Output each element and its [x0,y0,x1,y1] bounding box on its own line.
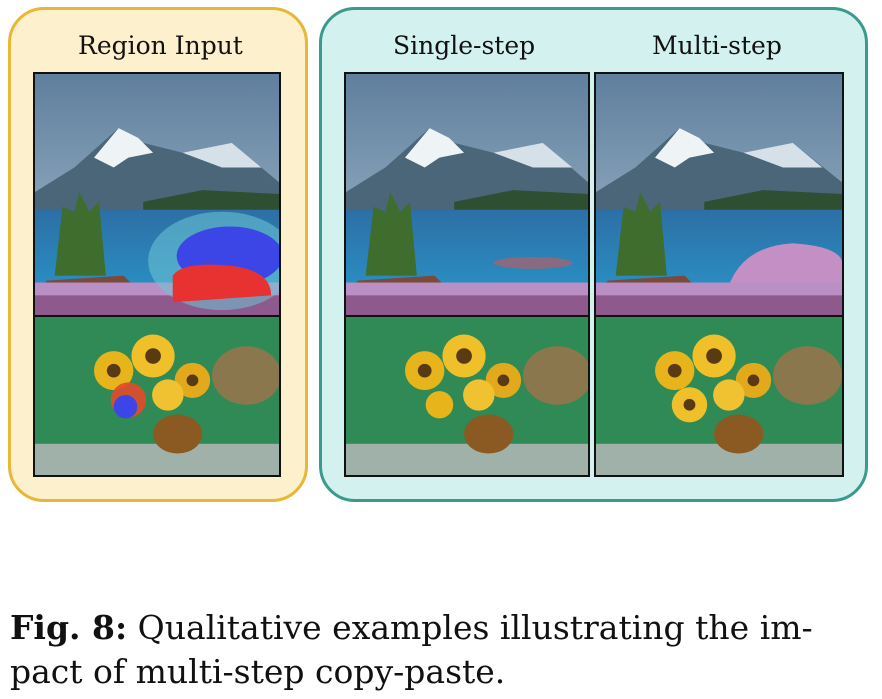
multi-step-sunflower-image [594,315,844,477]
region-input-title: Region Input [78,31,243,60]
caption-text-1: Qualitative examples illustrating the im… [137,608,813,647]
single-step-sunflower-image [344,315,590,477]
region-input-sunflower-image [33,315,281,477]
single-step-title: Single-step [393,31,536,60]
single-step-lake-image [344,72,590,317]
region-input-lake-image [33,72,281,317]
caption-line-2: pact of multi-step copy-paste. [10,652,506,691]
caption-line-1: Fig. 8: Qualitative examples illustratin… [10,606,874,650]
figure-caption: Fig. 8: Qualitative examples illustratin… [10,606,874,694]
figure-label: Fig. 8: [10,608,128,647]
multi-step-title: Multi-step [652,31,782,60]
multi-step-lake-image [594,72,844,317]
